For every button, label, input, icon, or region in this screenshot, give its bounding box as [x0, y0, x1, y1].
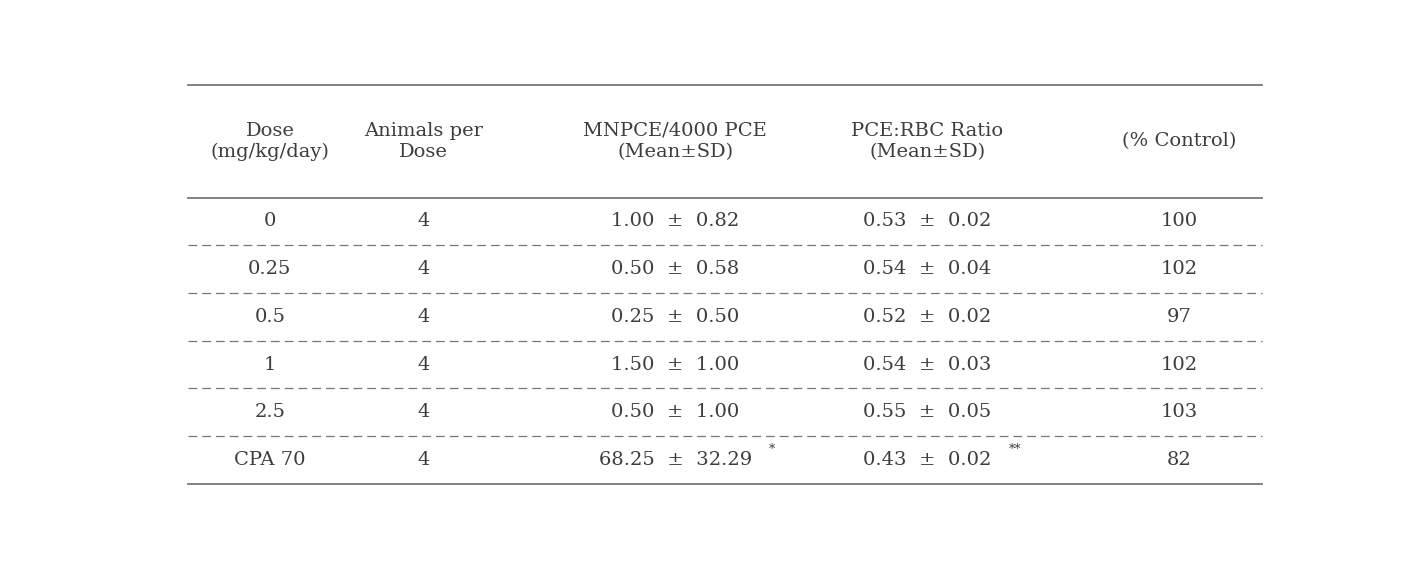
Text: 82: 82 — [1167, 451, 1192, 469]
Text: PCE:RBC Ratio
(Mean±SD): PCE:RBC Ratio (Mean±SD) — [851, 122, 1004, 160]
Text: 4: 4 — [417, 451, 430, 469]
Text: 0.50  ±  0.58: 0.50 ± 0.58 — [611, 260, 740, 278]
Text: 0.54  ±  0.04: 0.54 ± 0.04 — [864, 260, 991, 278]
Text: 4: 4 — [417, 212, 430, 230]
Text: **: ** — [1010, 443, 1021, 456]
Text: Dose
(mg/kg/day): Dose (mg/kg/day) — [211, 122, 329, 161]
Text: 102: 102 — [1161, 260, 1198, 278]
Text: 0: 0 — [263, 212, 276, 230]
Text: 0.50  ±  1.00: 0.50 ± 1.00 — [611, 403, 740, 421]
Text: 1: 1 — [263, 355, 276, 373]
Text: 100: 100 — [1161, 212, 1198, 230]
Text: Animals per
Dose: Animals per Dose — [363, 122, 482, 160]
Text: 97: 97 — [1167, 308, 1192, 326]
Text: (% Control): (% Control) — [1123, 132, 1237, 150]
Text: 4: 4 — [417, 260, 430, 278]
Text: 4: 4 — [417, 403, 430, 421]
Text: 4: 4 — [417, 355, 430, 373]
Text: 0.25: 0.25 — [249, 260, 291, 278]
Text: 2.5: 2.5 — [255, 403, 286, 421]
Text: 102: 102 — [1161, 355, 1198, 373]
Text: 1.00  ±  0.82: 1.00 ± 0.82 — [611, 212, 740, 230]
Text: 0.54  ±  0.03: 0.54 ± 0.03 — [863, 355, 991, 373]
Text: CPA 70: CPA 70 — [235, 451, 305, 469]
Text: 0.53  ±  0.02: 0.53 ± 0.02 — [863, 212, 991, 230]
Text: *: * — [769, 443, 775, 456]
Text: 0.25  ±  0.50: 0.25 ± 0.50 — [611, 308, 740, 326]
Text: 68.25  ±  32.29: 68.25 ± 32.29 — [598, 451, 752, 469]
Text: 0.52  ±  0.02: 0.52 ± 0.02 — [864, 308, 991, 326]
Text: 0.55  ±  0.05: 0.55 ± 0.05 — [864, 403, 991, 421]
Text: 0.5: 0.5 — [255, 308, 286, 326]
Text: 0.43  ±  0.02: 0.43 ± 0.02 — [863, 451, 991, 469]
Text: 1.50  ±  1.00: 1.50 ± 1.00 — [611, 355, 740, 373]
Text: 103: 103 — [1161, 403, 1198, 421]
Text: MNPCE/4000 PCE
(Mean±SD): MNPCE/4000 PCE (Mean±SD) — [584, 122, 768, 160]
Text: 4: 4 — [417, 308, 430, 326]
